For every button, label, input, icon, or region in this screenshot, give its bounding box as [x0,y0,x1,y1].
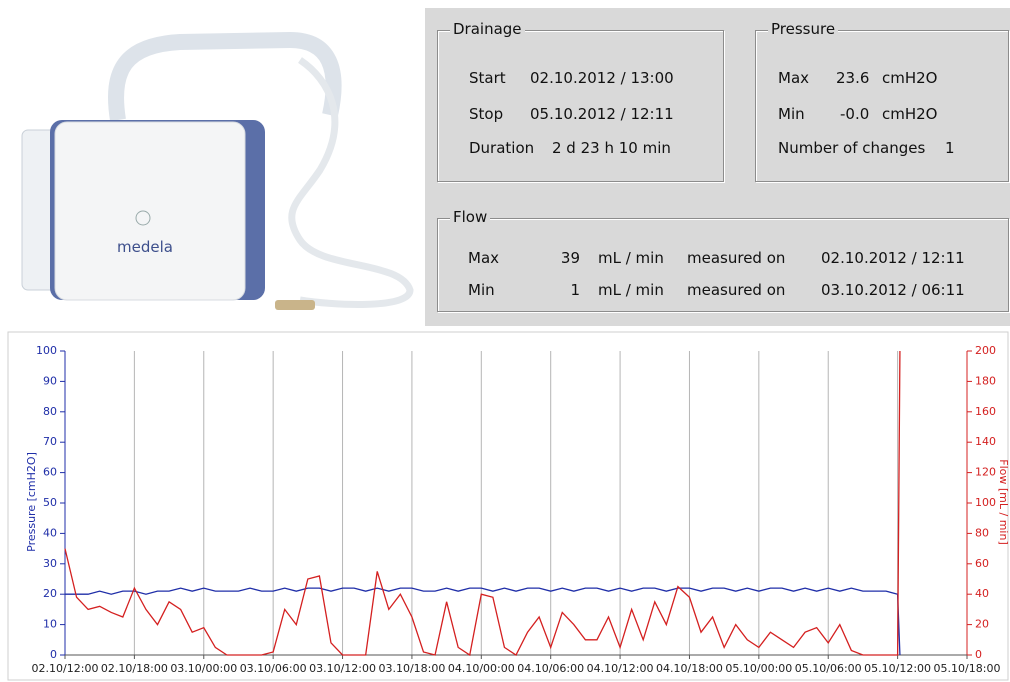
y2-tick-label: 200 [975,344,996,357]
value: 1 [538,281,580,299]
label: Min [468,281,495,299]
chart-frame [8,332,1008,680]
y-tick-label: 60 [43,466,57,479]
brand: medela [117,238,173,256]
value: -0.0 [840,105,869,123]
label: Number of changes [778,139,925,157]
group-title: Pressure [768,20,838,38]
label: Stop [469,105,503,123]
handle [116,40,334,120]
unit: cmH2O [882,69,938,87]
y-tick-label: 50 [43,496,57,509]
x-tick-label: 03.10/00:00 [170,662,237,675]
unit: cmH2O [882,105,938,123]
y-tick-label: 70 [43,435,57,448]
page: medela Drainage Start 02.10.2012 / 13:00… [0,0,1010,682]
label: measured on [687,281,785,299]
date: 03.10.2012 / 06:11 [821,281,965,299]
group-title: Drainage [450,20,525,38]
value: 2 d 23 h 10 min [552,139,671,157]
y-tick-label: 20 [43,587,57,600]
value: 05.10.2012 / 12:11 [530,105,674,123]
x-tick-label: 05.10/12:00 [864,662,931,675]
unit: mL / min [598,249,664,267]
y2-tick-label: 120 [975,466,996,479]
label: Duration [469,139,534,157]
x-tick-label: 05.10/18:00 [934,662,1001,675]
x-tick-label: 05.10/06:00 [795,662,862,675]
x-tick-label: 05.10/00:00 [725,662,792,675]
y2-tick-label: 80 [975,526,989,539]
x-tick-label: 03.10/12:00 [309,662,376,675]
label: Min [778,105,805,123]
label: Start [469,69,506,87]
device-photo: medela [0,0,420,325]
y2-tick-label: 60 [975,557,989,570]
y2-tick-label: 40 [975,587,989,600]
y-tick-label: 80 [43,405,57,418]
y-tick-label: 40 [43,526,57,539]
y-tick-label: 30 [43,557,57,570]
label: measured on [687,249,785,267]
label: Max [468,249,499,267]
pressure-group: Pressure Max 23.6 cmH2O Min -0.0 cmH2O N… [755,30,1009,182]
y2-tick-label: 180 [975,374,996,387]
value: 02.10.2012 / 13:00 [530,69,674,87]
value: 39 [538,249,580,267]
flow-group: Flow Max 39 mL / min measured on 02.10.2… [437,218,1009,312]
x-tick-label: 04.10/12:00 [587,662,654,675]
y2-tick-label: 0 [975,648,982,661]
y-tick-label: 10 [43,618,57,631]
date: 02.10.2012 / 12:11 [821,249,965,267]
unit: mL / min [598,281,664,299]
connector [275,300,315,310]
x-tick-label: 02.10/18:00 [101,662,168,675]
chart: Pressure [cmH2O] Flow [mL / min] 02.10/1… [0,330,1010,682]
y-tick-label: 100 [36,344,57,357]
x-tick-label: 04.10/00:00 [448,662,515,675]
x-tick-label: 02.10/12:00 [32,662,99,675]
value: 23.6 [836,69,869,87]
x-tick-label: 03.10/18:00 [378,662,445,675]
y-tick-label: 0 [50,648,57,661]
value: 1 [945,139,955,157]
summary-panel: Drainage Start 02.10.2012 / 13:00 Stop 0… [425,8,1010,326]
y2-axis-title: Flow [mL / min] [997,459,1010,544]
label: Max [778,69,809,87]
drainage-group: Drainage Start 02.10.2012 / 13:00 Stop 0… [437,30,724,182]
y-tick-label: 90 [43,374,57,387]
x-tick-label: 03.10/06:00 [240,662,307,675]
y-axis-title: Pressure [cmH2O] [25,452,38,552]
x-tick-label: 04.10/06:00 [517,662,584,675]
y2-tick-label: 100 [975,496,996,509]
y2-tick-label: 20 [975,618,989,631]
y2-tick-label: 160 [975,405,996,418]
x-tick-label: 04.10/18:00 [656,662,723,675]
body-front [55,122,245,300]
group-title: Flow [450,208,490,226]
y2-tick-label: 140 [975,435,996,448]
tube [292,60,410,304]
